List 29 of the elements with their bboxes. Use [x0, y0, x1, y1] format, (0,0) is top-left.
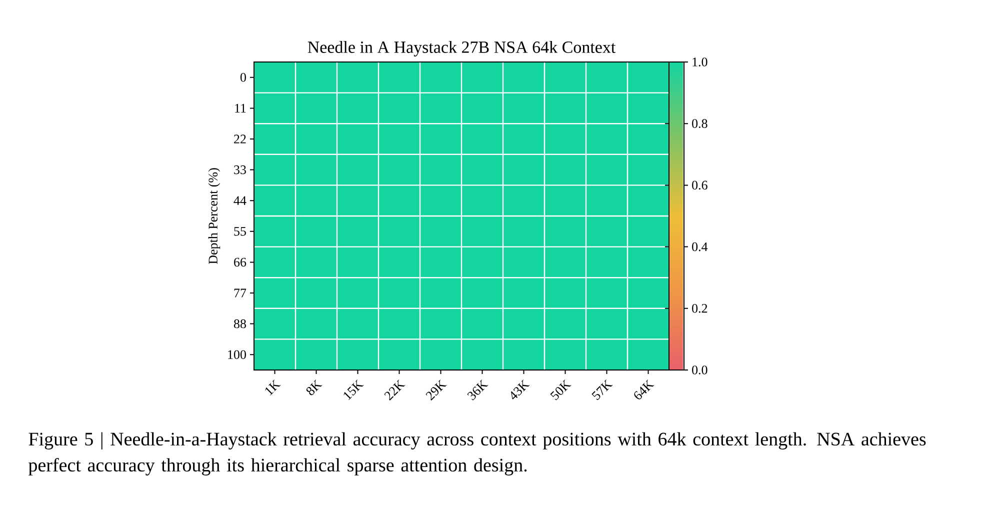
x-tick-label: 57K — [592, 380, 613, 400]
y-tick-label: 88 — [234, 319, 246, 328]
y-tick-label: 66 — [234, 258, 246, 267]
y-tick-label: 33 — [234, 165, 246, 174]
y-tick-label: 44 — [234, 196, 246, 205]
color-bar-label: 0.8 — [692, 119, 708, 128]
x-tick-label: 15K — [344, 380, 364, 400]
x-tick-label: 8K — [306, 380, 322, 396]
x-tick-label: 50K — [550, 380, 572, 400]
y-tick-label: 11 — [235, 104, 246, 112]
color-bar-label: 0.4 — [692, 242, 708, 252]
x-tick-label: 29K — [426, 380, 447, 401]
caption: Figure 5 | Needle-in-a-Haystack retrieval accuracy across context positions with 64k context length. NSA achieves perfect accuracy through its hierarchical sparse attention design. — [28, 432, 926, 476]
x-tick-label: 43K — [511, 380, 530, 400]
chart-title: Needle in A Haystack 27B NSA 64k Context — [308, 40, 616, 56]
y-tick-label: 0 — [240, 73, 246, 82]
x-tick-label: 22K — [384, 380, 406, 401]
y-tick-label: 22 — [234, 134, 246, 144]
color-bar-label: 1.0 — [692, 58, 708, 66]
x-tick-label: 1K — [265, 380, 281, 396]
y-tick-label: 55 — [234, 227, 246, 236]
color-bar-label: 0.2 — [692, 304, 708, 313]
y-axis-title: Depth Percent (%) — [208, 168, 220, 264]
x-tick-label: 64K — [634, 380, 654, 400]
y-tick-label: 77 — [234, 288, 246, 298]
color-bar-label: 0.6 — [692, 180, 708, 190]
color-bar-label: 0.0 — [692, 366, 708, 374]
y-tick-label: 100 — [228, 350, 246, 359]
x-tick-label: 36K — [467, 380, 488, 400]
